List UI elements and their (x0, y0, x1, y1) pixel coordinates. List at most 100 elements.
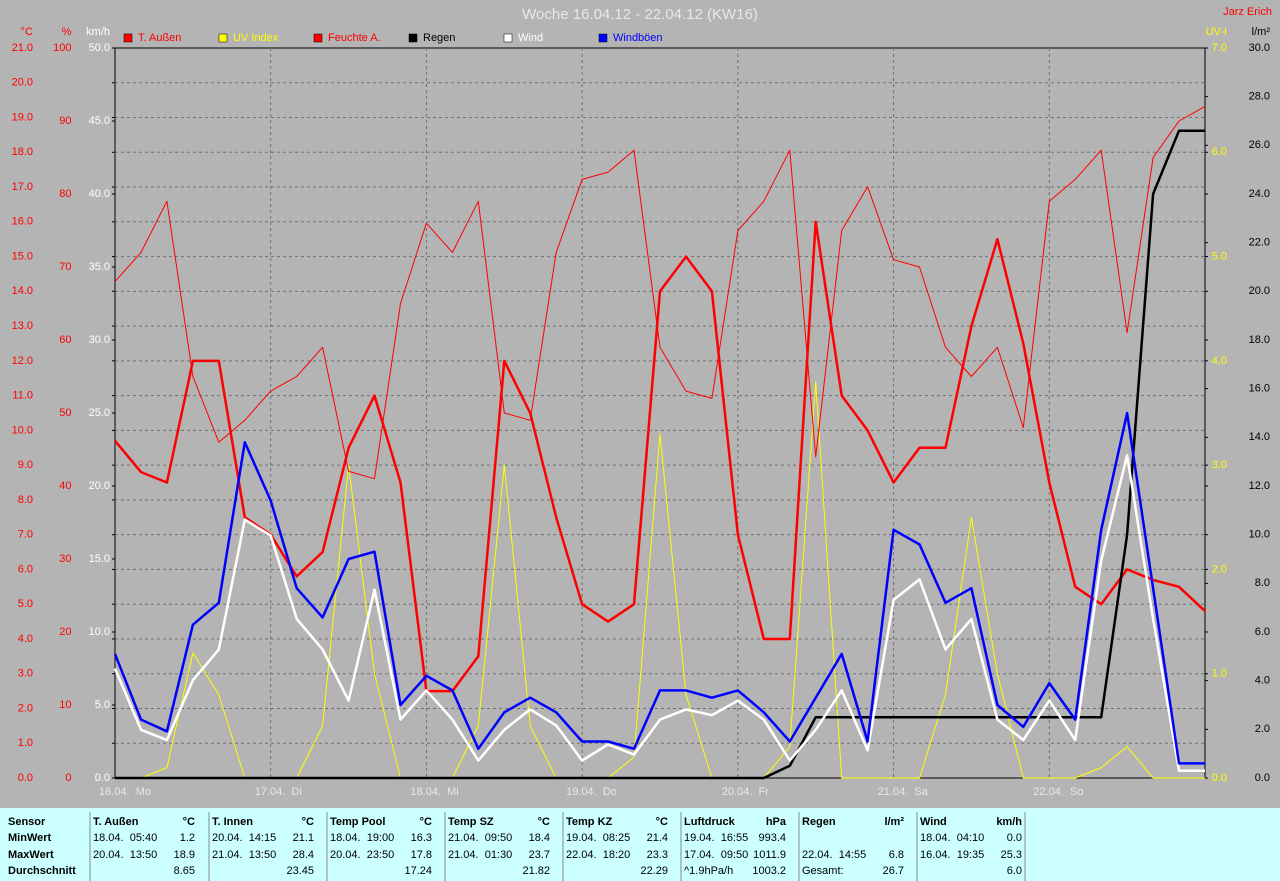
y-tick-label: 10.0 (89, 626, 110, 638)
legend-label: Windböen (613, 32, 663, 44)
series-line (114, 220, 1206, 693)
y-tick-label: 14.0 (1249, 431, 1270, 443)
y-tick-label: 3.0 (1212, 459, 1227, 471)
legend-swatch (218, 33, 228, 43)
column-unit: l/m² (884, 816, 904, 828)
y-tick-label: 50 (59, 407, 71, 419)
y-tick-label: 35.0 (89, 261, 110, 273)
y-tick-label: 2.0 (1212, 563, 1227, 575)
stats-table: Sensor MinWert MaxWert Durchschnitt T. Außen… (8, 812, 1026, 881)
y-tick-label: 16.0 (1249, 383, 1270, 395)
column-header: Temp SZ (448, 816, 494, 828)
series-line (113, 454, 1205, 772)
legend-label: Feuchte A. (328, 32, 381, 44)
y-tick-label: 5.0 (18, 598, 33, 610)
legend-swatch (123, 33, 133, 43)
table-cell: 8.65 (174, 865, 195, 877)
legend-swatch (313, 33, 323, 43)
table-cell: 18.9 (174, 849, 195, 861)
chart-title: Woche 16.04.12 - 22.04.12 (KW16) (522, 6, 758, 23)
x-tick-label: 20.04. Fr (722, 786, 769, 798)
y-tick-label: 9.0 (18, 459, 33, 471)
legend-swatch (503, 33, 513, 43)
y-tick-label: 25.0 (89, 407, 110, 419)
y-tick-label: 20.0 (12, 77, 33, 89)
y-tick-label: 0.0 (95, 772, 110, 784)
x-tick-label: 17.04. Di (255, 786, 302, 798)
table-cell: 21.04. 13:50 (212, 849, 276, 861)
y-tick-label: 7.0 (1212, 42, 1227, 54)
y-tick-label: 18.0 (12, 146, 33, 158)
table-cell: 22.29 (640, 865, 668, 877)
table-cell: 21.04. 01:30 (448, 849, 512, 861)
table-cell: 19.04. 08:25 (566, 832, 630, 844)
y-tick-label: 10.0 (1249, 529, 1270, 541)
column-header: Wind (920, 816, 947, 828)
y-tick-label: 0.0 (1255, 772, 1270, 784)
table-cell: 19.04. 16:55 (684, 832, 748, 844)
y-tick-label: 14.0 (12, 285, 33, 297)
table-cell: 1003.2 (752, 865, 786, 877)
y-tick-label: 8.0 (18, 494, 33, 506)
y-tick-label: 12.0 (12, 355, 33, 367)
y-tick-label: 5.0 (1212, 250, 1227, 262)
y-tick-label: 15.0 (12, 250, 33, 262)
axis-unit: UV-I (1206, 26, 1227, 38)
y-tick-label: 8.0 (1255, 577, 1270, 589)
legend-swatch (408, 33, 418, 43)
table-cell: 22.04. 18:20 (566, 849, 630, 861)
series-line (114, 105, 1206, 480)
table-cell: ^1.9hPa/h (684, 865, 733, 877)
y-tick-label: 22.0 (1249, 237, 1270, 249)
column-unit: km/h (996, 816, 1022, 828)
table-cell: 25.3 (1001, 849, 1022, 861)
legend-label: T. Außen (138, 32, 181, 44)
column-unit: °C (656, 816, 668, 828)
x-tick-label: 22.04. So (1033, 786, 1083, 798)
y-tick-label: 12.0 (1249, 480, 1270, 492)
y-tick-label: 50.0 (89, 42, 110, 54)
column-header: Temp Pool (330, 816, 385, 828)
table-cell: 18.04. 04:10 (920, 832, 984, 844)
y-tick-label: 70 (59, 261, 71, 273)
table-cell: 23.45 (286, 865, 314, 877)
table-cell: 18.04. 19:00 (330, 832, 394, 844)
y-tick-label: 0.0 (18, 772, 33, 784)
y-tick-label: 30.0 (89, 334, 110, 346)
y-tick-label: 7.0 (18, 529, 33, 541)
column-header: Luftdruck (684, 816, 736, 828)
legend-label: Wind (518, 32, 543, 44)
y-tick-label: 6.0 (1212, 146, 1227, 158)
table-header: Sensor (8, 816, 46, 828)
column-header: T. Innen (212, 816, 253, 828)
y-tick-label: 20.0 (1249, 285, 1270, 297)
y-tick-label: 4.0 (1255, 675, 1270, 687)
table-cell: 21.4 (647, 832, 668, 844)
table-cell: 993.4 (758, 832, 786, 844)
table-cell: 20.04. 14:15 (212, 832, 276, 844)
table-cell: 18.4 (529, 832, 550, 844)
y-tick-label: 20.0 (89, 480, 110, 492)
axis-unit: l/m² (1252, 26, 1271, 38)
row-label: Durchschnitt (8, 865, 76, 877)
y-tick-label: 16.0 (12, 216, 33, 228)
table-cell: 1011.9 (753, 849, 786, 861)
row-label: MinWert (8, 832, 52, 844)
table-cell: 6.8 (889, 849, 904, 861)
x-tick-label: 18.04. Mi (410, 786, 458, 798)
column-unit: °C (538, 816, 550, 828)
y-tick-label: 6.0 (1255, 626, 1270, 638)
series-line (113, 411, 1205, 765)
y-tick-label: 11.0 (12, 390, 33, 402)
table-cell: 0.0 (1007, 832, 1022, 844)
column-header: Temp KZ (566, 816, 613, 828)
y-tick-label: 26.0 (1249, 139, 1270, 151)
y-tick-label: 15.0 (89, 553, 110, 565)
y-tick-label: 2.0 (18, 702, 33, 714)
y-tick-label: 1.0 (18, 737, 33, 749)
y-tick-label: 5.0 (95, 699, 110, 711)
y-tick-label: 30 (59, 553, 71, 565)
x-tick-label: 19.04. Do (566, 786, 617, 798)
column-header: Regen (802, 816, 836, 828)
